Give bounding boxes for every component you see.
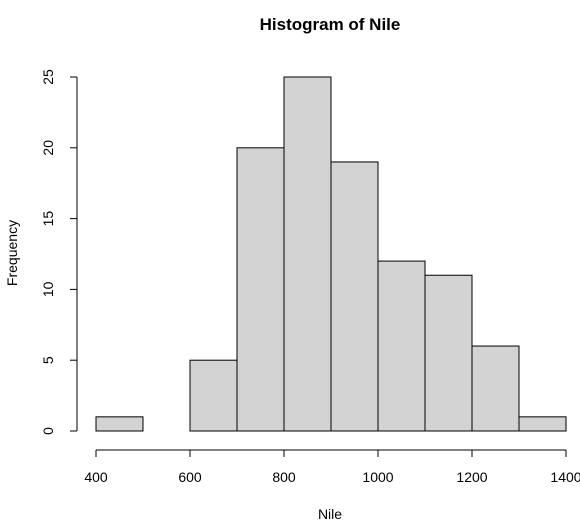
y-axis-title: Frequency xyxy=(4,220,20,286)
y-tick-label: 0 xyxy=(40,427,56,435)
histogram-bar xyxy=(377,260,426,432)
chart-title: Histogram of Nile xyxy=(260,15,401,34)
x-tick-label: 400 xyxy=(84,469,108,485)
x-tick-label: 600 xyxy=(178,469,202,485)
bars-group xyxy=(95,76,567,432)
histogram-bar xyxy=(189,359,238,432)
histogram-bar xyxy=(518,416,567,432)
x-tick-label: 1000 xyxy=(362,469,393,485)
x-tick-label: 1200 xyxy=(456,469,487,485)
histogram-bar xyxy=(424,274,473,432)
histogram-bar xyxy=(330,161,379,432)
y-axis: 0 5 10 15 20 25 xyxy=(40,69,78,435)
histogram-bar xyxy=(95,416,144,432)
y-tick-label: 20 xyxy=(40,140,56,156)
x-tick-label: 1400 xyxy=(550,469,580,485)
y-tick-label: 10 xyxy=(40,281,56,297)
y-tick-label: 15 xyxy=(40,211,56,227)
histogram-bar xyxy=(283,76,332,432)
histogram-bar xyxy=(471,345,520,432)
y-tick-label: 25 xyxy=(40,69,56,85)
x-axis: 400 600 800 1000 1200 1400 xyxy=(84,449,580,485)
x-tick-label: 800 xyxy=(272,469,296,485)
x-axis-title: Nile xyxy=(318,506,342,522)
histogram-bar xyxy=(236,147,285,432)
y-tick-label: 5 xyxy=(40,356,56,364)
